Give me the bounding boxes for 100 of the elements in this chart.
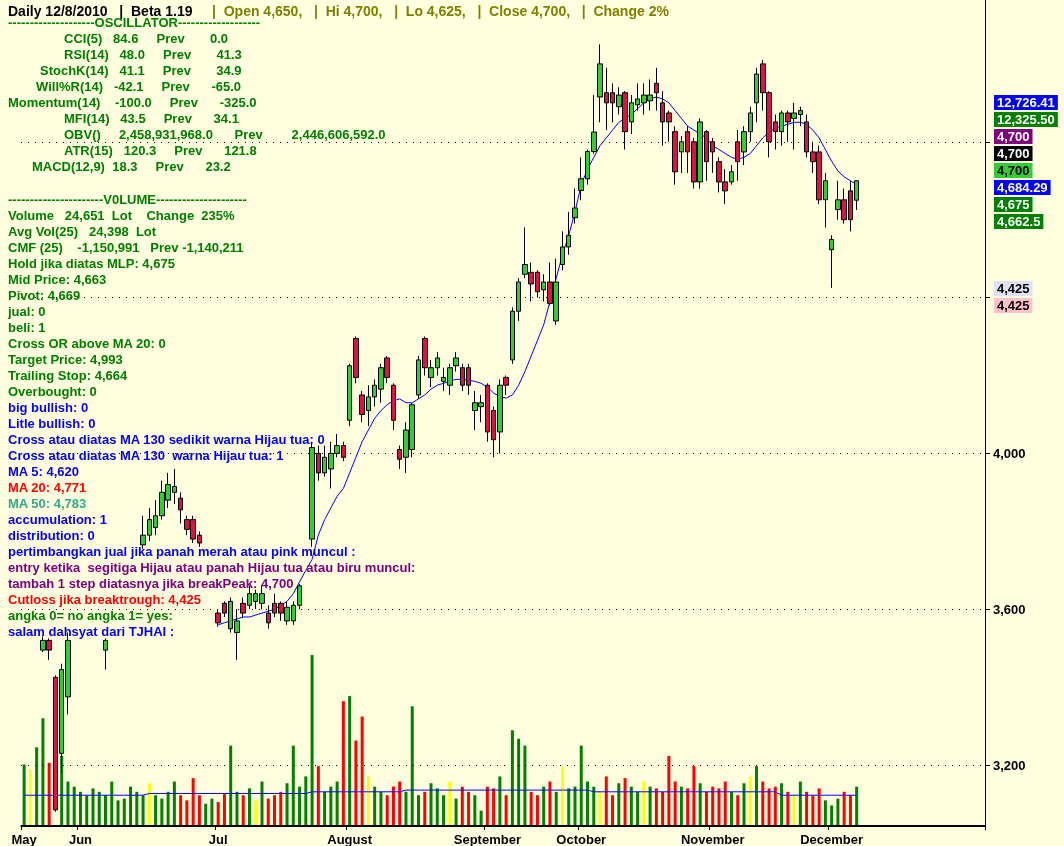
- bar: [141, 795, 145, 826]
- annotation: entry ketika segitiga Hijau atau panah Hijau tua atau biru muncul:: [8, 560, 416, 575]
- bar: [222, 793, 226, 826]
- x-tick-label: Jun: [68, 832, 93, 846]
- bar: [698, 783, 702, 826]
- annotation: Pivot: 4,669: [8, 288, 81, 303]
- bar: [554, 791, 558, 826]
- bar: [648, 786, 652, 826]
- bar: [323, 791, 327, 826]
- bar: [423, 791, 427, 826]
- bar: [636, 791, 640, 826]
- bar: [204, 803, 208, 826]
- bar: [654, 788, 658, 826]
- bar: [154, 795, 158, 826]
- text: 4,700: [997, 163, 1030, 178]
- bar: [329, 786, 333, 826]
- candlestick: [103, 637, 108, 671]
- bar: [360, 716, 364, 826]
- bar: [717, 788, 721, 826]
- bar: [711, 786, 715, 826]
- bar: [842, 791, 846, 826]
- annotation: Will%R(14) -42.1 Prev -65.0: [36, 79, 242, 94]
- bar: [479, 810, 483, 826]
- bar: [729, 791, 733, 826]
- annotation: Volume 24,651 Lot Change 235%: [8, 208, 236, 223]
- bar: [510, 730, 514, 826]
- bar: [160, 798, 164, 826]
- bar: [836, 798, 840, 826]
- y-tick-label: 3,600: [993, 601, 1026, 617]
- bar: [667, 755, 671, 826]
- bar: [410, 706, 414, 826]
- bar: [529, 791, 533, 826]
- x-tick-label: October: [556, 832, 607, 846]
- annotation: OBV() 2,458,931,968.0 Prev 2,446,606,592.0: [64, 127, 386, 142]
- bar: [416, 795, 420, 826]
- bar: [429, 783, 433, 826]
- bar: [567, 788, 571, 826]
- annotation: beli: 1: [8, 320, 46, 335]
- bar: [304, 776, 308, 826]
- bar: [366, 776, 370, 826]
- bar: [492, 788, 496, 826]
- bar: [467, 791, 471, 826]
- annotation: MA 5: 4,620: [8, 464, 80, 479]
- annotation: CMF (25) -1,150,991 Prev -1,140,211: [8, 240, 244, 255]
- bar: [310, 655, 314, 826]
- bar: [91, 788, 95, 826]
- bar: [686, 788, 690, 826]
- bar: [85, 795, 89, 826]
- bar: [285, 783, 289, 826]
- bar: [592, 786, 596, 826]
- bar: [761, 781, 765, 826]
- bar: [736, 795, 740, 826]
- annotation: Litle bullish: 0: [8, 416, 96, 431]
- bar: [435, 788, 439, 826]
- bar: [586, 781, 590, 826]
- bar: [498, 776, 502, 826]
- bar: [266, 798, 270, 826]
- annotation: Hold jika diatas MLP: 4,675: [8, 256, 175, 271]
- annotation: RSI(14) 48.0 Prev 41.3: [64, 47, 242, 62]
- bar: [642, 781, 646, 826]
- x-tick-label: August: [327, 832, 373, 846]
- annotation: Mid Price: 4,663: [8, 272, 107, 287]
- bar: [129, 786, 133, 826]
- bar: [704, 791, 708, 826]
- bar: [210, 798, 214, 826]
- x-tick-label: September: [453, 832, 521, 846]
- bar: [404, 791, 408, 826]
- annotation: MACD(12,9) 18.3 Prev 23.2: [32, 159, 231, 174]
- bar: [617, 783, 621, 826]
- annotation: Cutloss jika breaktrough: 4,425: [8, 592, 201, 607]
- bar: [755, 766, 759, 826]
- bar: [560, 766, 564, 826]
- bar: [623, 778, 627, 826]
- bar: [398, 781, 402, 826]
- bar: [679, 786, 683, 826]
- bar: [535, 795, 539, 826]
- bar: [855, 786, 859, 826]
- bar: [798, 781, 802, 826]
- bar: [22, 764, 26, 826]
- bar: [354, 740, 358, 826]
- bar: [504, 795, 508, 826]
- bar: [485, 786, 489, 826]
- bar: [786, 791, 790, 826]
- annotation: ----------------------V0LUME---------------------: [8, 192, 247, 207]
- bar: [579, 745, 583, 826]
- bar: [35, 747, 39, 826]
- annotation: tambah 1 step diatasnya jika breakPeak: 4,700: [8, 576, 294, 591]
- text: 4,425: [997, 281, 1030, 296]
- bar: [673, 781, 677, 826]
- bar: [373, 786, 377, 826]
- bar: [811, 795, 815, 826]
- annotation: MA 20: 4,771: [8, 480, 87, 495]
- annotation: Cross atau diatas MA 130 sedikit warna Hijau tua: 0: [8, 432, 325, 447]
- bar: [523, 745, 527, 826]
- candlestick: [572, 188, 578, 225]
- bar: [66, 781, 70, 826]
- bar: [104, 795, 108, 826]
- bar: [247, 788, 251, 826]
- bar: [341, 701, 345, 826]
- bar: [235, 791, 239, 826]
